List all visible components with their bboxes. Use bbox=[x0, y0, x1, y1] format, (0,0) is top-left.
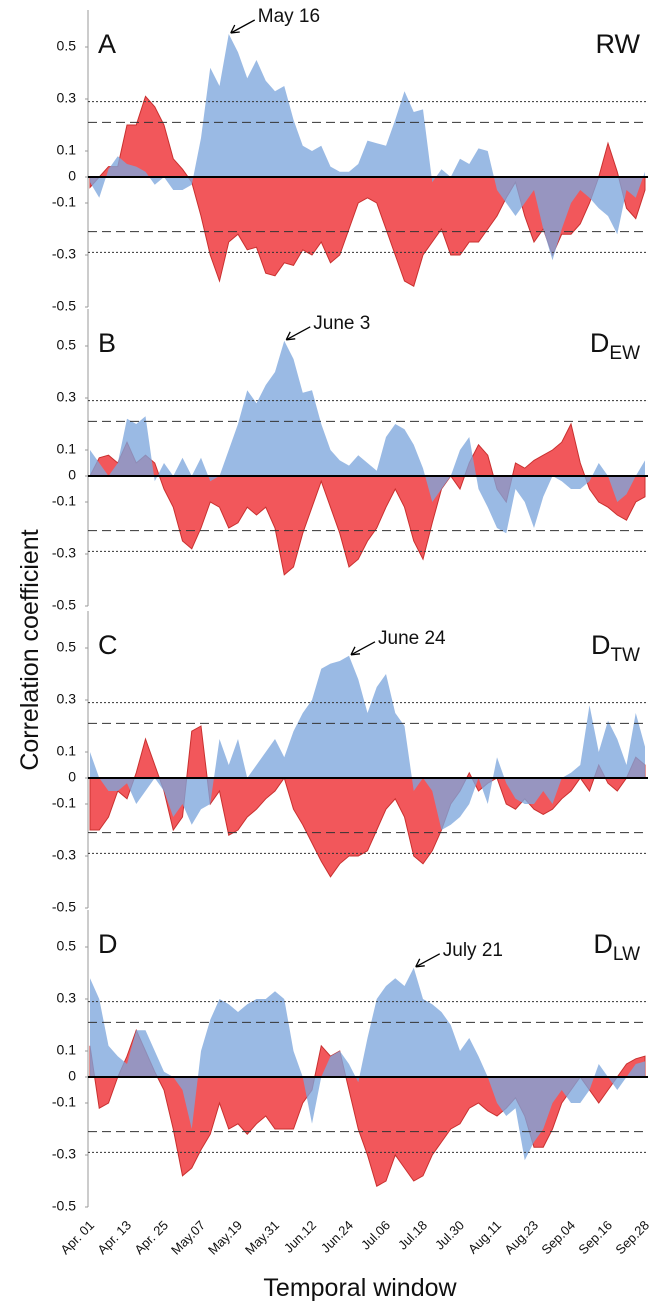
y-tick-label: 0 bbox=[68, 769, 76, 785]
x-tick-label: May.07 bbox=[168, 1218, 208, 1258]
annotation-arrow bbox=[285, 326, 311, 341]
x-tick-label: Apr. 25 bbox=[131, 1218, 171, 1258]
y-tick-label: 0.1 bbox=[57, 441, 77, 457]
x-tick-label: Aug.11 bbox=[465, 1218, 504, 1257]
y-tick-label: -0.3 bbox=[52, 246, 76, 262]
y-axis-title: Correlation coefficient bbox=[16, 529, 44, 770]
y-tick-label: 0.5 bbox=[57, 337, 77, 353]
y-tick-label: -0.5 bbox=[52, 298, 76, 314]
panel-label-sub: EW bbox=[609, 343, 640, 364]
annotation-arrowhead bbox=[415, 958, 425, 968]
annotation-arrow bbox=[350, 641, 376, 656]
x-tick-label: Jul.30 bbox=[432, 1218, 467, 1253]
panel-letter: D bbox=[98, 929, 118, 959]
panel-label-main: RW bbox=[596, 29, 641, 59]
area-series bbox=[89, 725, 646, 878]
x-tick-label: Apr. 01 bbox=[57, 1218, 97, 1258]
annotation: June 3 bbox=[313, 313, 370, 334]
annotation-arrowhead bbox=[230, 24, 240, 34]
y-tick-label: 0.5 bbox=[57, 38, 77, 54]
panel-label: DTW bbox=[591, 630, 640, 666]
panel-label-main: D bbox=[590, 328, 610, 358]
annotation: July 21 bbox=[443, 940, 503, 961]
panel-label: RW bbox=[596, 29, 641, 59]
annotation: May 16 bbox=[258, 6, 320, 27]
x-tick-label: Jun.12 bbox=[281, 1218, 319, 1256]
y-tick-label: 0.1 bbox=[57, 743, 77, 759]
x-tick-label: Apr. 13 bbox=[94, 1218, 134, 1258]
y-tick-label: 0.3 bbox=[57, 389, 77, 405]
panel-label-sub: LW bbox=[613, 944, 640, 965]
x-tick-label: Jul.18 bbox=[395, 1218, 430, 1253]
y-tick-label: -0.5 bbox=[52, 899, 76, 915]
panel-letter: B bbox=[98, 328, 116, 358]
annotation-arrow bbox=[415, 953, 441, 968]
x-tick-label: Sep.28 bbox=[612, 1218, 651, 1258]
x-tick-label: Jun.24 bbox=[318, 1218, 356, 1256]
x-axis-title: Temporal window bbox=[263, 1274, 457, 1302]
y-tick-label: 0.5 bbox=[57, 639, 77, 655]
panel-label-main: D bbox=[591, 630, 611, 660]
annotation: June 24 bbox=[378, 628, 446, 649]
area-series bbox=[90, 967, 645, 1161]
panel-letter: C bbox=[98, 630, 118, 660]
y-tick-label: -0.3 bbox=[52, 1146, 76, 1162]
x-tick-label: May.31 bbox=[242, 1218, 282, 1258]
x-tick-label: Sep.04 bbox=[538, 1218, 578, 1258]
y-tick-label: 0.3 bbox=[57, 90, 77, 106]
annotation-arrow bbox=[230, 19, 256, 34]
panel-label: DEW bbox=[590, 328, 640, 364]
area-series bbox=[89, 95, 646, 287]
annotation-arrowhead bbox=[285, 331, 296, 341]
area-series bbox=[90, 34, 645, 261]
y-tick-label: 0 bbox=[68, 1068, 76, 1084]
x-tick-label: May.19 bbox=[205, 1218, 245, 1258]
y-tick-label: 0 bbox=[68, 168, 76, 184]
y-tick-label: 0.3 bbox=[57, 691, 77, 707]
area-series bbox=[90, 340, 645, 534]
annotation-arrowhead bbox=[350, 646, 361, 656]
x-tick-label: Aug.23 bbox=[501, 1218, 541, 1258]
y-tick-label: -0.5 bbox=[52, 1198, 76, 1214]
y-tick-label: 0.1 bbox=[57, 142, 77, 158]
panel-letter: A bbox=[98, 29, 116, 59]
x-tick-label: Sep.16 bbox=[575, 1218, 615, 1258]
y-tick-label: 0.1 bbox=[57, 1042, 77, 1058]
x-tick-label: Jul.06 bbox=[358, 1218, 393, 1253]
y-tick-label: -0.1 bbox=[52, 493, 76, 509]
panel-label-sub: TW bbox=[610, 645, 640, 666]
y-tick-label: 0.5 bbox=[57, 938, 77, 954]
area-series bbox=[89, 422, 646, 576]
y-tick-label: -0.1 bbox=[52, 194, 76, 210]
panel-label: DLW bbox=[593, 929, 640, 965]
y-tick-label: 0.3 bbox=[57, 990, 77, 1006]
panel-label-main: D bbox=[593, 929, 613, 959]
y-tick-label: -0.1 bbox=[52, 795, 76, 811]
y-tick-label: -0.3 bbox=[52, 545, 76, 561]
y-tick-label: -0.1 bbox=[52, 1094, 76, 1110]
y-tick-label: -0.3 bbox=[52, 847, 76, 863]
area-series bbox=[90, 655, 645, 830]
y-tick-label: -0.5 bbox=[52, 597, 76, 613]
y-tick-label: 0 bbox=[68, 467, 76, 483]
